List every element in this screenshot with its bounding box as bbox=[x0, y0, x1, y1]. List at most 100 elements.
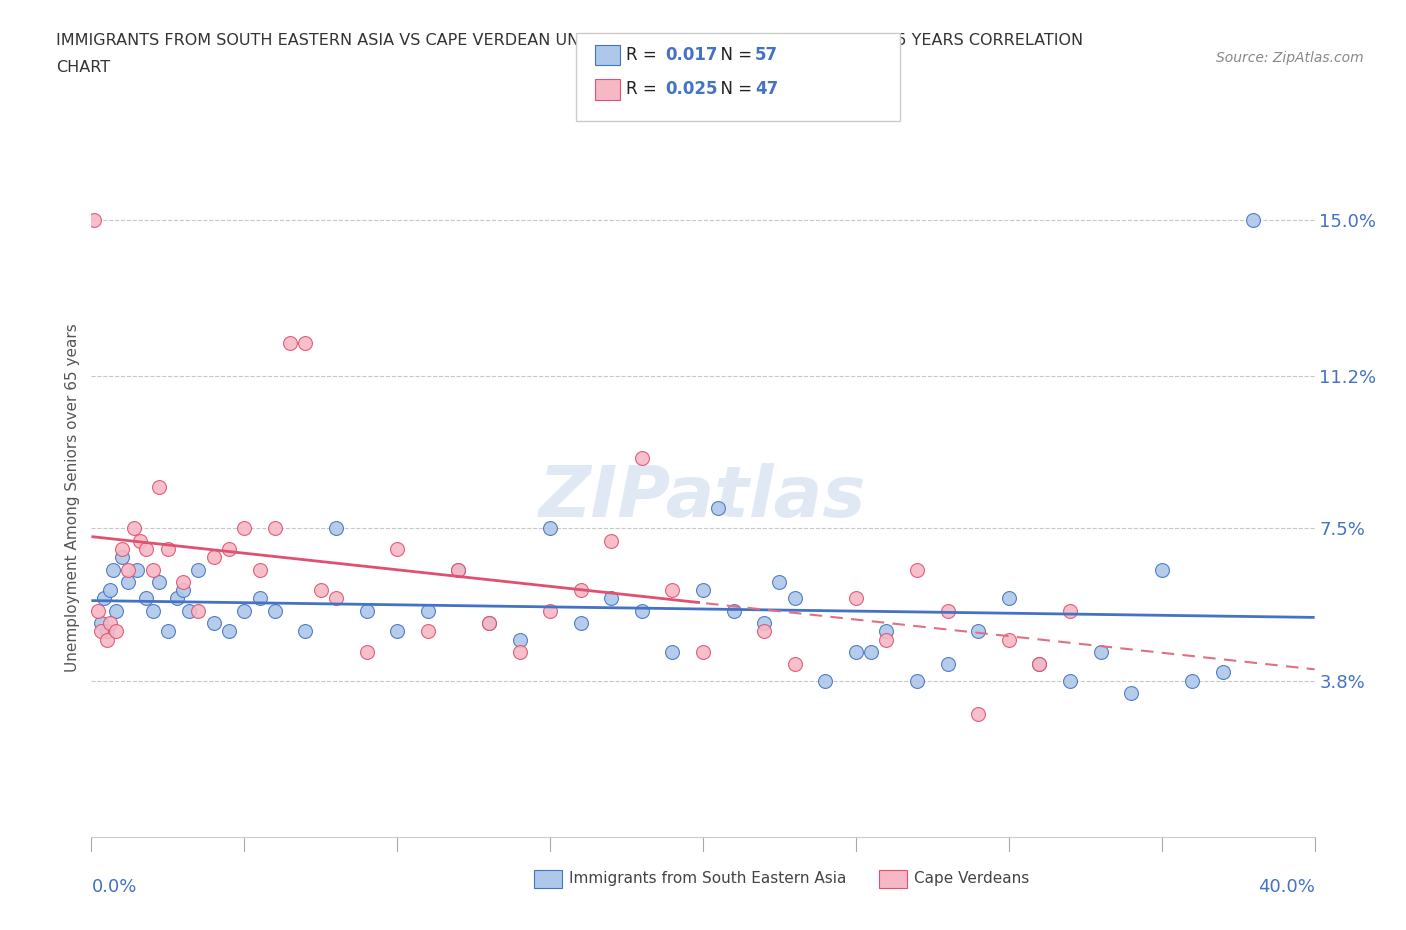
Point bbox=[218, 541, 240, 556]
Y-axis label: Unemployment Among Seniors over 65 years: Unemployment Among Seniors over 65 years bbox=[65, 324, 80, 671]
Text: CHART: CHART bbox=[56, 60, 110, 75]
Point bbox=[96, 632, 118, 647]
Point bbox=[129, 533, 152, 548]
Text: IMMIGRANTS FROM SOUTH EASTERN ASIA VS CAPE VERDEAN UNEMPLOYMENT AMONG SENIORS OV: IMMIGRANTS FROM SOUTH EASTERN ASIA VS CA… bbox=[56, 33, 1084, 47]
Point bbox=[141, 562, 163, 577]
Point bbox=[117, 575, 139, 590]
Text: N =: N = bbox=[710, 46, 758, 64]
Point bbox=[1243, 212, 1265, 227]
Point bbox=[905, 562, 928, 577]
Point bbox=[233, 521, 256, 536]
Text: 40.0%: 40.0% bbox=[1258, 878, 1315, 896]
Point bbox=[416, 604, 439, 618]
Point bbox=[783, 657, 806, 671]
Point bbox=[148, 480, 170, 495]
Point bbox=[202, 616, 225, 631]
Point bbox=[661, 644, 683, 659]
Point bbox=[325, 591, 347, 605]
Point bbox=[768, 575, 790, 590]
Point bbox=[478, 616, 501, 631]
Point bbox=[936, 657, 959, 671]
Point bbox=[218, 624, 240, 639]
Text: 57: 57 bbox=[755, 46, 778, 64]
Point bbox=[1181, 673, 1204, 688]
Point bbox=[98, 583, 121, 598]
Point bbox=[156, 624, 179, 639]
Point bbox=[845, 644, 868, 659]
Point bbox=[127, 562, 149, 577]
Point bbox=[860, 644, 883, 659]
Point bbox=[569, 583, 592, 598]
Point bbox=[754, 616, 776, 631]
Point bbox=[1150, 562, 1173, 577]
Point bbox=[156, 541, 179, 556]
Point bbox=[148, 575, 170, 590]
Point bbox=[692, 583, 714, 598]
Point bbox=[600, 533, 623, 548]
Point bbox=[166, 591, 188, 605]
Point bbox=[814, 673, 837, 688]
Point bbox=[692, 644, 714, 659]
Text: Source: ZipAtlas.com: Source: ZipAtlas.com bbox=[1216, 51, 1364, 65]
Point bbox=[101, 562, 124, 577]
Text: 0.0%: 0.0% bbox=[91, 878, 136, 896]
Point bbox=[104, 604, 127, 618]
Text: Immigrants from South Eastern Asia: Immigrants from South Eastern Asia bbox=[569, 871, 846, 886]
Point bbox=[135, 591, 157, 605]
Point bbox=[249, 591, 271, 605]
Point bbox=[93, 591, 115, 605]
Point bbox=[1212, 665, 1234, 680]
Point bbox=[141, 604, 163, 618]
Point bbox=[509, 632, 531, 647]
Point bbox=[278, 336, 301, 351]
Point bbox=[385, 541, 409, 556]
Point bbox=[447, 562, 470, 577]
Point bbox=[90, 616, 112, 631]
Point bbox=[1028, 657, 1050, 671]
Point bbox=[356, 604, 378, 618]
Point bbox=[249, 562, 271, 577]
Point bbox=[325, 521, 347, 536]
Point bbox=[111, 550, 134, 565]
Text: Cape Verdeans: Cape Verdeans bbox=[914, 871, 1029, 886]
Point bbox=[83, 212, 105, 227]
Point bbox=[754, 624, 776, 639]
Point bbox=[187, 604, 209, 618]
Point bbox=[233, 604, 256, 618]
Point bbox=[356, 644, 378, 659]
Point bbox=[478, 616, 501, 631]
Point bbox=[875, 624, 898, 639]
Point bbox=[631, 604, 654, 618]
Point bbox=[538, 604, 561, 618]
Point bbox=[416, 624, 439, 639]
Point bbox=[1059, 673, 1081, 688]
Point bbox=[179, 604, 201, 618]
Point bbox=[111, 541, 134, 556]
Point bbox=[104, 624, 127, 639]
Point bbox=[117, 562, 139, 577]
Point bbox=[309, 583, 332, 598]
Point bbox=[967, 706, 990, 721]
Point bbox=[1121, 685, 1143, 700]
Point bbox=[187, 562, 209, 577]
Point bbox=[569, 616, 592, 631]
Point bbox=[1090, 644, 1112, 659]
Point bbox=[998, 591, 1021, 605]
Point bbox=[90, 624, 112, 639]
Point bbox=[202, 550, 225, 565]
Point bbox=[135, 541, 157, 556]
Text: 47: 47 bbox=[755, 80, 779, 99]
Point bbox=[264, 604, 287, 618]
Text: R =: R = bbox=[626, 80, 662, 99]
Point bbox=[509, 644, 531, 659]
Point bbox=[385, 624, 409, 639]
Point bbox=[294, 336, 316, 351]
Point bbox=[967, 624, 990, 639]
Point bbox=[723, 604, 745, 618]
Point bbox=[875, 632, 898, 647]
Point bbox=[172, 575, 194, 590]
Point bbox=[600, 591, 623, 605]
Text: 0.017: 0.017 bbox=[665, 46, 717, 64]
Point bbox=[845, 591, 868, 605]
Point bbox=[1059, 604, 1081, 618]
